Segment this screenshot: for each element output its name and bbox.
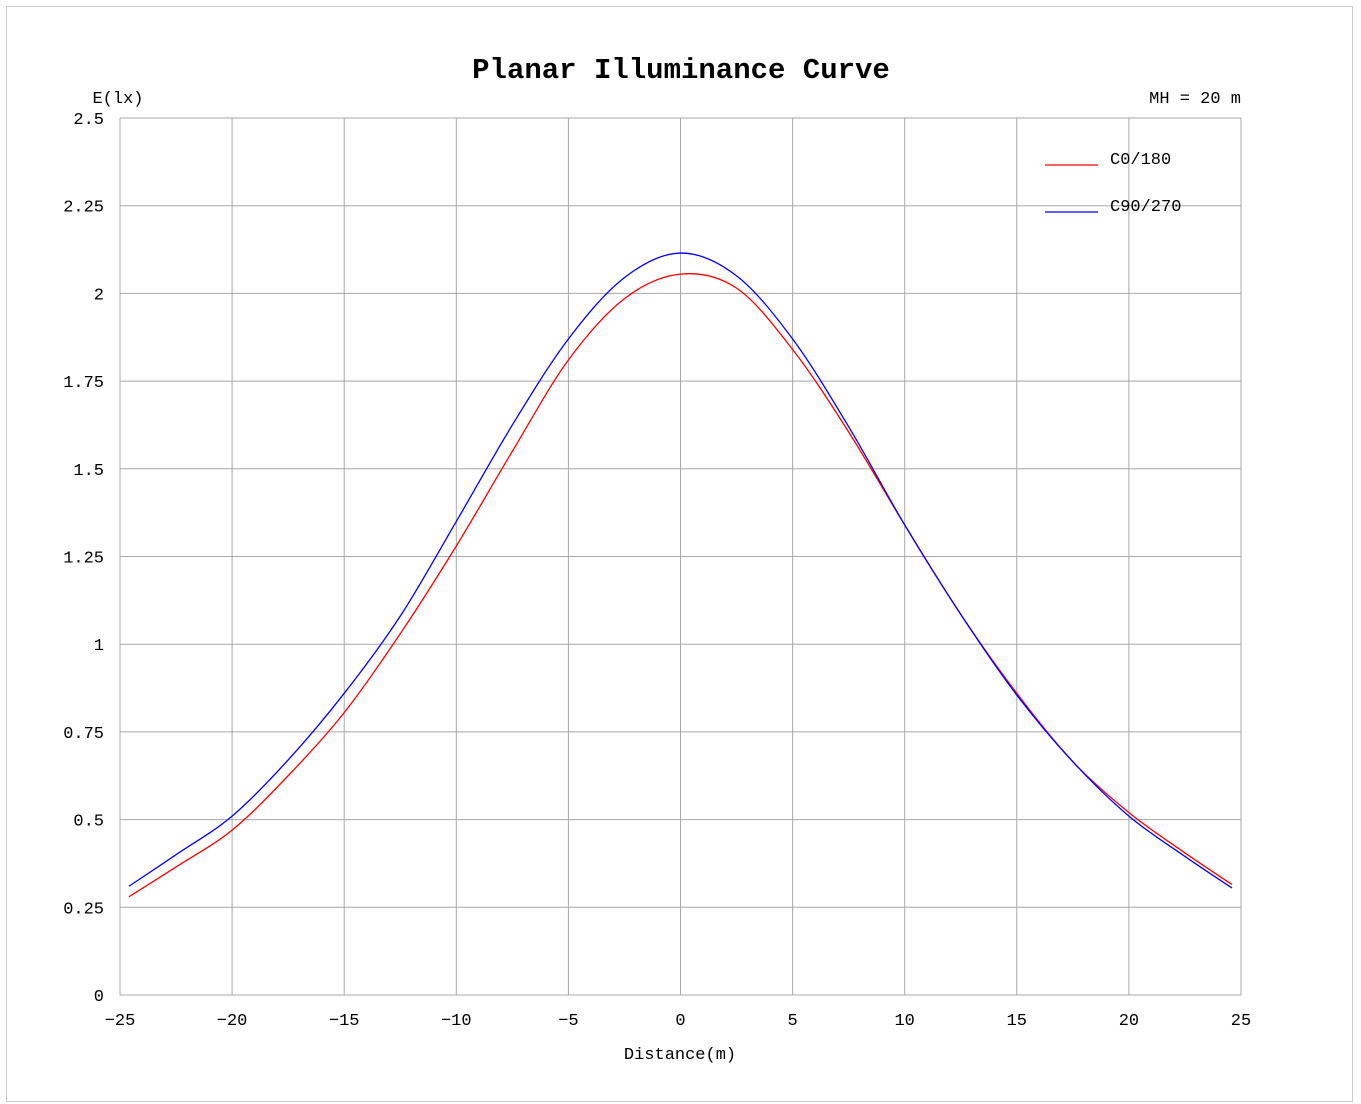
x-tick-label: 5 (787, 1012, 797, 1031)
legend-label: C90/270 (1110, 198, 1181, 217)
y-tick-label: 2.5 (73, 111, 104, 130)
y-tick-label: 1.5 (73, 462, 104, 481)
x-tick-label: −5 (558, 1012, 578, 1031)
y-tick-label: 2 (94, 286, 104, 305)
x-tick-label: −10 (441, 1012, 472, 1031)
grid (119, 117, 1242, 996)
x-tick-label: −15 (329, 1012, 360, 1031)
series-line-c90-270 (128, 252, 1233, 889)
x-tick-label: 15 (1007, 1012, 1027, 1031)
y-tick-label: 0.75 (63, 725, 104, 744)
x-tick-label: 25 (1231, 1012, 1251, 1031)
mounting-height-annotation: MH = 20 m (1149, 90, 1241, 109)
series-lines (128, 252, 1233, 898)
x-tick-label: −25 (105, 1012, 136, 1031)
x-tick-label: 0 (675, 1012, 685, 1031)
y-axis-label: E(lx) (92, 90, 143, 109)
y-tick-label: 0 (94, 988, 104, 1007)
legend: C0/180 C90/270 (1045, 151, 1181, 217)
y-tick-label: 0.25 (63, 900, 104, 919)
x-tick-label: 20 (1119, 1012, 1139, 1031)
chart-title: Planar Illuminance Curve (472, 54, 890, 87)
y-tick-label: 1.25 (63, 550, 104, 569)
y-tick-label: 0.5 (73, 813, 104, 832)
x-tick-label: −20 (217, 1012, 248, 1031)
x-axis-label: Distance(m) (624, 1046, 736, 1065)
legend-label: C0/180 (1110, 151, 1171, 170)
y-tick-label: 1 (94, 637, 104, 656)
tick-labels: −25 −20 −15 −10 −5 0 5 10 15 20 25 0 0.25 0.5 0.75 1 1.2… (63, 111, 1251, 1031)
y-tick-label: 1.75 (63, 374, 104, 393)
y-tick-label: 2.25 (63, 199, 104, 218)
x-tick-label: 10 (894, 1012, 914, 1031)
